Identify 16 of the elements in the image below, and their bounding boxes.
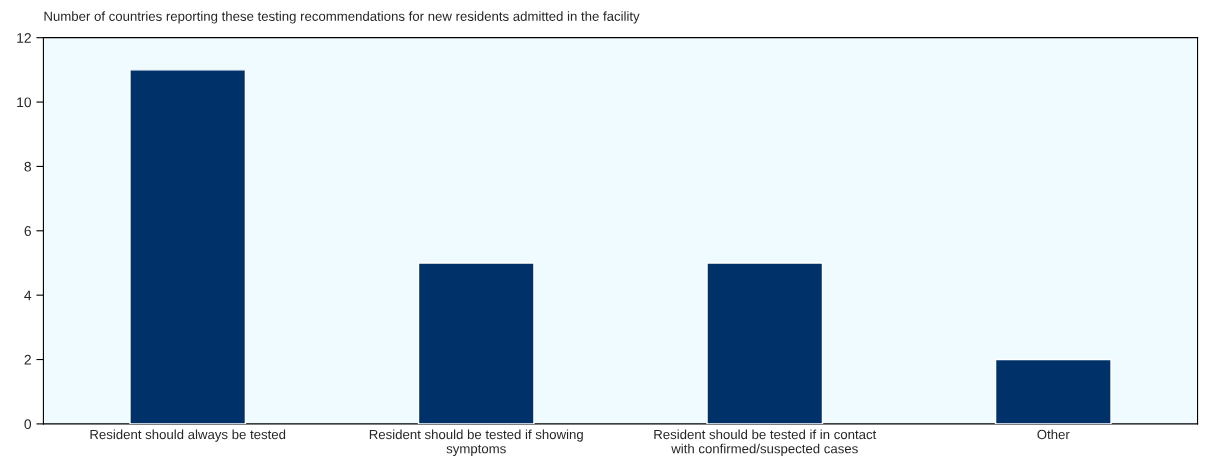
y-tick-label: 12 xyxy=(17,33,31,43)
x-tick-label: Resident should always be tested xyxy=(90,429,286,442)
y-tick-label: 10 xyxy=(17,97,32,108)
x-tick-label: Resident should be tested if showing symptoms xyxy=(369,429,583,456)
y-tick-label: 2 xyxy=(24,354,31,365)
x-tick-label: Resident should be tested if in contact with confirmed/suspected cases xyxy=(654,429,877,456)
x-tick-label: Other xyxy=(1037,429,1070,440)
y-tick-label: 6 xyxy=(24,226,31,236)
bar xyxy=(994,358,1112,424)
y-tick-label: 8 xyxy=(24,161,32,172)
y-tick-label: 4 xyxy=(24,290,32,301)
bar xyxy=(129,69,247,424)
bar xyxy=(706,262,824,424)
bar xyxy=(417,262,535,424)
y-tick-label: 0 xyxy=(24,419,32,430)
chart-title: Number of countries reporting these testing recommendations for new residents admitted in the facility xyxy=(44,11,640,24)
